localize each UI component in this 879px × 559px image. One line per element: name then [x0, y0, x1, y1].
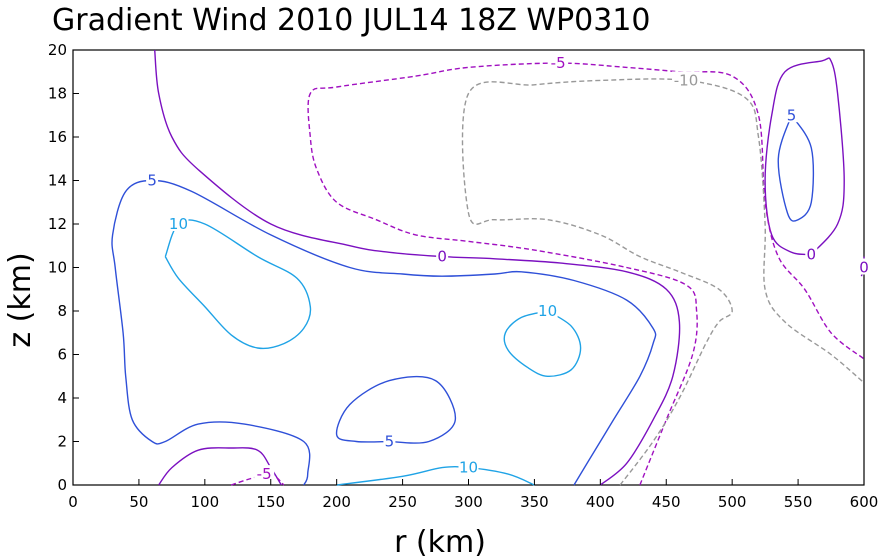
contour-line-neg10 — [461, 78, 865, 486]
x-tick-label: 100 — [191, 493, 220, 511]
contour-label-bg — [785, 106, 798, 123]
contour-label: -10 — [674, 71, 699, 89]
contour-label: 10 — [459, 459, 478, 477]
x-tick-label: 50 — [129, 493, 148, 511]
x-tick-label: 0 — [68, 493, 78, 511]
x-tick-label: 400 — [586, 493, 615, 511]
contour-line-10 — [164, 219, 312, 350]
y-axis-title: z (km) — [3, 252, 38, 347]
contour-label-bg — [537, 302, 558, 318]
contour-label-bg — [548, 54, 569, 71]
y-tick-label: 16 — [48, 128, 67, 146]
contour-label: 5 — [787, 106, 797, 124]
contour-line-neg5 — [230, 473, 285, 486]
x-tick-label: 300 — [454, 493, 483, 511]
x-tick-label: 200 — [322, 493, 351, 511]
y-tick-label: 10 — [48, 259, 67, 277]
y-tick-label: 2 — [57, 433, 67, 451]
contour-line-5 — [777, 114, 815, 222]
contour-label: -5 — [551, 54, 566, 72]
plot-frame — [72, 49, 865, 486]
contour-label: 0 — [859, 259, 869, 277]
contour-label: 10 — [538, 302, 557, 320]
y-tick-label: 20 — [48, 41, 67, 59]
contour-label-bg — [383, 432, 396, 449]
contour-line-5 — [111, 179, 657, 486]
contour-line-10 — [336, 465, 535, 486]
contour-label: 5 — [385, 433, 395, 451]
contour-label-layer: 10 10 10 5 5 5 0 0 -5 -5 -10 0 — [146, 54, 870, 483]
x-tick-label: 250 — [388, 493, 417, 511]
contour-label-bg — [805, 245, 818, 262]
x-tick-label: 150 — [256, 493, 285, 511]
x-tick-label: 500 — [718, 493, 747, 511]
contour-label-bg — [858, 258, 870, 275]
contour-line-10 — [503, 310, 582, 378]
x-axis: 0 50 100 150 200 250 300 350 400 450 500 550 600 — [68, 479, 878, 511]
y-tick-label: 4 — [57, 389, 67, 407]
contour-layer — [111, 49, 865, 486]
contour-line-0 — [154, 49, 681, 486]
contour-line-0 — [764, 57, 845, 256]
contour-label-bg — [672, 71, 701, 88]
contour-label-bg — [146, 171, 159, 188]
contour-line-neg5 — [307, 62, 865, 486]
y-tick-label: 18 — [48, 85, 67, 103]
y-tick-label: 12 — [48, 215, 67, 233]
x-axis-title: r (km) — [394, 525, 486, 559]
x-tick-label: 350 — [520, 493, 549, 511]
y-tick-label: 0 — [57, 476, 67, 494]
y-axis: 0 2 4 6 8 10 12 14 16 18 20 — [48, 41, 79, 494]
contour-label: 0 — [806, 245, 816, 263]
chart-title: Gradient Wind 2010 JUL14 18Z WP0310 — [52, 3, 651, 38]
x-tick-label: 550 — [784, 493, 813, 511]
contour-label: -5 — [257, 465, 272, 483]
x-tick-label: 450 — [652, 493, 681, 511]
contour-label-bg — [168, 215, 189, 231]
contour-label: 5 — [147, 172, 157, 190]
contour-label-bg — [436, 247, 449, 264]
y-tick-label: 14 — [48, 172, 67, 190]
contour-line-5 — [335, 375, 457, 444]
contour-label: 0 — [437, 248, 447, 266]
contour-label-bg — [254, 465, 275, 482]
x-tick-label: 600 — [850, 493, 879, 511]
y-tick-label: 8 — [57, 302, 67, 320]
contour-label-bg — [458, 458, 479, 475]
y-tick-label: 6 — [57, 346, 67, 364]
contour-label: 10 — [169, 215, 188, 233]
